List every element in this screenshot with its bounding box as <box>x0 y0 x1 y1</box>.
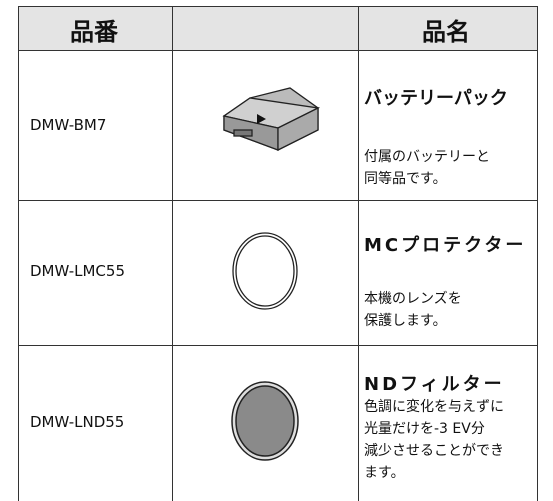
part-number: DMW-LND55 <box>30 413 125 431</box>
description-line: 減少させることができ <box>364 443 504 459</box>
header-bg <box>18 6 537 50</box>
product-name: バッテリーパック <box>364 88 508 109</box>
description-line: 本機のレンズを <box>364 291 462 307</box>
description-line: 同等品です。 <box>364 171 447 187</box>
product-images <box>222 87 321 461</box>
description-line: ます。 <box>364 465 405 481</box>
border <box>358 6 359 501</box>
description-line: 色調に変化を与えずに <box>364 399 504 415</box>
border <box>18 345 538 346</box>
description-line: 光量だけを-3 EV分 <box>364 421 485 437</box>
part-number: DMW-LMC55 <box>30 262 125 280</box>
nd-filter-image <box>231 381 299 461</box>
header-cell: 品名 <box>422 18 470 46</box>
product-name: NDフィルター <box>364 374 505 395</box>
description-line: 付属のバッテリーと <box>364 149 490 165</box>
border <box>172 6 173 501</box>
product-name: MCプロテクター <box>364 235 527 256</box>
border <box>18 50 538 51</box>
border <box>537 6 538 501</box>
border <box>18 6 19 501</box>
battery-image <box>222 87 321 152</box>
protector-image <box>232 232 298 310</box>
description-line: 保護します。 <box>364 313 447 329</box>
part-number: DMW-BM7 <box>30 116 107 134</box>
border <box>18 200 538 201</box>
border <box>18 6 538 7</box>
header-cell: 品番 <box>70 18 118 46</box>
